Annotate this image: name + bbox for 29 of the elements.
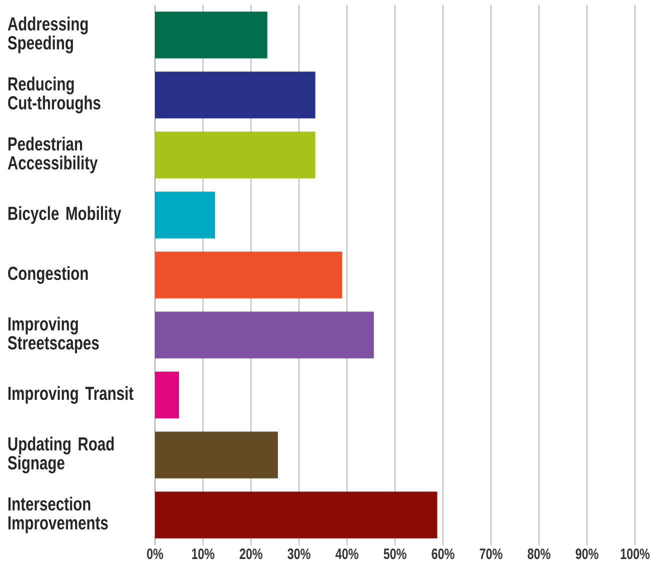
x-tick-label: 80% [528, 548, 550, 560]
y-tick-label: Improving Transit [8, 386, 134, 404]
bar [155, 372, 179, 418]
y-tick-label: Intersection Improvements [8, 496, 108, 534]
x-tick-label: 20% [240, 548, 262, 560]
y-tick-label: Bicycle Mobility [8, 206, 122, 224]
x-tick-label: 40% [336, 548, 358, 560]
y-tick-label: Congestion [8, 266, 88, 284]
x-tick-label: 0% [147, 548, 164, 560]
bar [155, 312, 374, 358]
x-tick-label: 10% [192, 548, 214, 560]
x-tick-label: 50% [384, 548, 406, 560]
bar [155, 252, 342, 298]
y-tick-label: Addressing Speeding [8, 16, 88, 54]
y-tick-label: Updating Road Signage [8, 436, 114, 474]
bar [155, 432, 278, 478]
bar [155, 72, 316, 118]
y-tick-label: Pedestrian Accessibility [8, 136, 98, 174]
bar [155, 132, 316, 178]
x-tick-label: 100% [620, 548, 650, 560]
bar [155, 12, 268, 58]
x-tick-label: 90% [576, 548, 598, 560]
bar [155, 192, 215, 238]
x-tick-label: 60% [432, 548, 454, 560]
x-tick-label: 70% [480, 548, 502, 560]
y-tick-label: Improving Streetscapes [8, 316, 99, 354]
x-tick-label: 30% [288, 548, 310, 560]
y-tick-label: Reducing Cut-throughs [8, 76, 100, 114]
bar [155, 492, 438, 538]
